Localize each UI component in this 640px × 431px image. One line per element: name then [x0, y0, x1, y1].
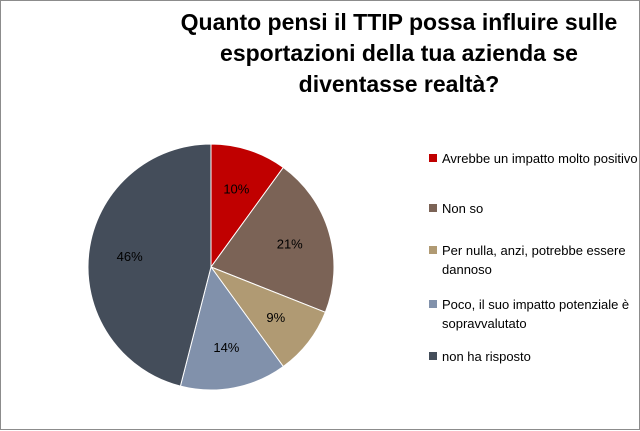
legend-swatch-1: [429, 154, 437, 162]
legend-label-5: non ha risposto: [442, 349, 531, 364]
legend-label-4: Poco, il suo impatto potenziale è soprav…: [442, 297, 630, 331]
pie-slice-1: [210, 143, 284, 269]
data-label-3: 9%: [266, 310, 285, 325]
legend-swatch-5: [429, 352, 437, 360]
data-label-2: 21%: [277, 237, 303, 252]
data-label-5: 46%: [117, 249, 143, 264]
chart-title: Quanto pensi il TTIP possa influire sull…: [180, 9, 618, 97]
legend-label-1: Avrebbe un impatto molto positivo: [442, 151, 638, 166]
data-label-1: 10%: [223, 182, 249, 197]
legend-label-2: Non so: [442, 201, 484, 216]
pie-slice-5: [87, 143, 212, 387]
legend-swatch-2: [429, 204, 437, 212]
data-label-4: 14%: [213, 340, 239, 355]
legend-label-3: Per nulla, anzi, potrebbe essere dannoso: [442, 243, 626, 277]
pie-slice-2: [210, 166, 335, 313]
pie-slice-4: [179, 265, 284, 391]
legend-swatch-4: [429, 300, 437, 308]
legend-swatch-3: [429, 246, 437, 254]
